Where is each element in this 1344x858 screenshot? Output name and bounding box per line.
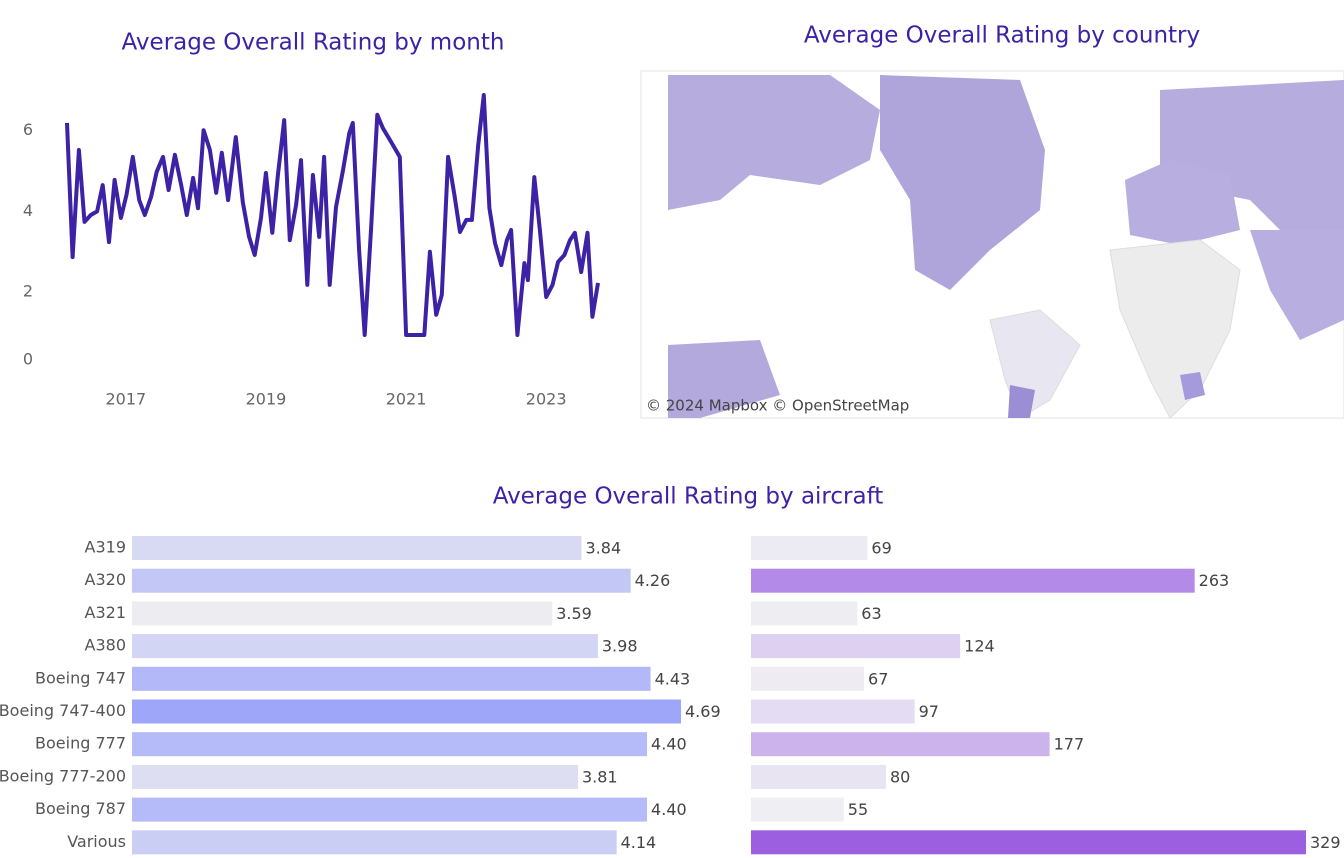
bar	[751, 797, 844, 822]
bar	[132, 699, 681, 724]
value-label: 67	[868, 669, 888, 688]
value-label: 97	[919, 702, 939, 721]
value-label: 124	[964, 637, 995, 656]
value-label: 63	[861, 604, 881, 623]
value-label: 3.98	[602, 637, 638, 656]
y-tick-label: 6	[23, 120, 33, 139]
category-label: Boeing 747	[35, 668, 126, 687]
region	[880, 75, 1045, 290]
bar	[751, 830, 1306, 855]
value-label: 3.81	[582, 767, 618, 786]
y-tick-label: 0	[23, 350, 33, 369]
value-label: 4.43	[655, 669, 691, 688]
category-label: Boeing 787	[35, 799, 126, 818]
bar	[132, 797, 648, 822]
bar	[132, 764, 578, 789]
x-tick-label: 2021	[386, 390, 427, 409]
bar	[132, 634, 598, 659]
value-label: 3.84	[586, 539, 622, 558]
value-label: 177	[1054, 735, 1085, 754]
bar	[751, 732, 1050, 757]
value-label: 4.40	[651, 800, 687, 819]
bar	[132, 732, 648, 757]
map-attribution: © 2024 Mapbox © OpenStreetMap	[646, 397, 909, 415]
value-label: 329	[1310, 833, 1341, 852]
map-title: Average Overall Rating by country	[804, 23, 1200, 49]
y-tick-label: 4	[23, 201, 33, 220]
category-label: Boeing 747-400	[0, 701, 126, 720]
x-tick-label: 2023	[526, 390, 567, 409]
region	[1250, 230, 1344, 340]
value-label: 263	[1199, 571, 1230, 590]
map: © 2024 Mapbox © OpenStreetMap	[640, 70, 1344, 419]
category-label: A321	[85, 603, 126, 622]
category-label: A319	[85, 538, 126, 557]
region	[1180, 372, 1205, 400]
category-label: Various	[67, 832, 126, 851]
value-label: 4.40	[651, 735, 687, 754]
bar	[751, 699, 915, 724]
value-label: 4.69	[685, 702, 721, 721]
bar	[132, 830, 617, 855]
bar	[751, 536, 868, 560]
line	[65, 93, 600, 337]
value-label: 3.59	[556, 604, 592, 623]
category-label: Boeing 777-200	[0, 766, 126, 785]
bar	[132, 536, 582, 560]
category-label: A320	[85, 570, 126, 589]
y-tick-label: 2	[23, 282, 33, 301]
bar	[132, 568, 631, 593]
bar	[751, 568, 1195, 593]
category-label: A380	[85, 636, 126, 655]
region	[668, 340, 780, 418]
value-label: 69	[871, 539, 891, 558]
line-title: Average Overall Rating by month	[122, 30, 505, 56]
value-label: 80	[890, 767, 910, 786]
bar	[751, 634, 961, 659]
bar-title: Average Overall Rating by aircraft	[493, 484, 884, 510]
bar	[132, 666, 651, 691]
x-tick-label: 2017	[105, 390, 146, 409]
value-label: 4.26	[635, 571, 671, 590]
bar	[751, 666, 865, 691]
region	[668, 75, 880, 210]
value-label: 55	[848, 800, 868, 819]
value-label: 4.14	[621, 833, 657, 852]
category-label: Boeing 777	[35, 734, 126, 753]
region	[1160, 80, 1344, 240]
x-tick-label: 2019	[246, 390, 287, 409]
bar	[132, 601, 553, 626]
region	[1008, 385, 1035, 418]
bar	[751, 601, 858, 626]
region	[1125, 160, 1240, 245]
bar	[751, 764, 886, 789]
